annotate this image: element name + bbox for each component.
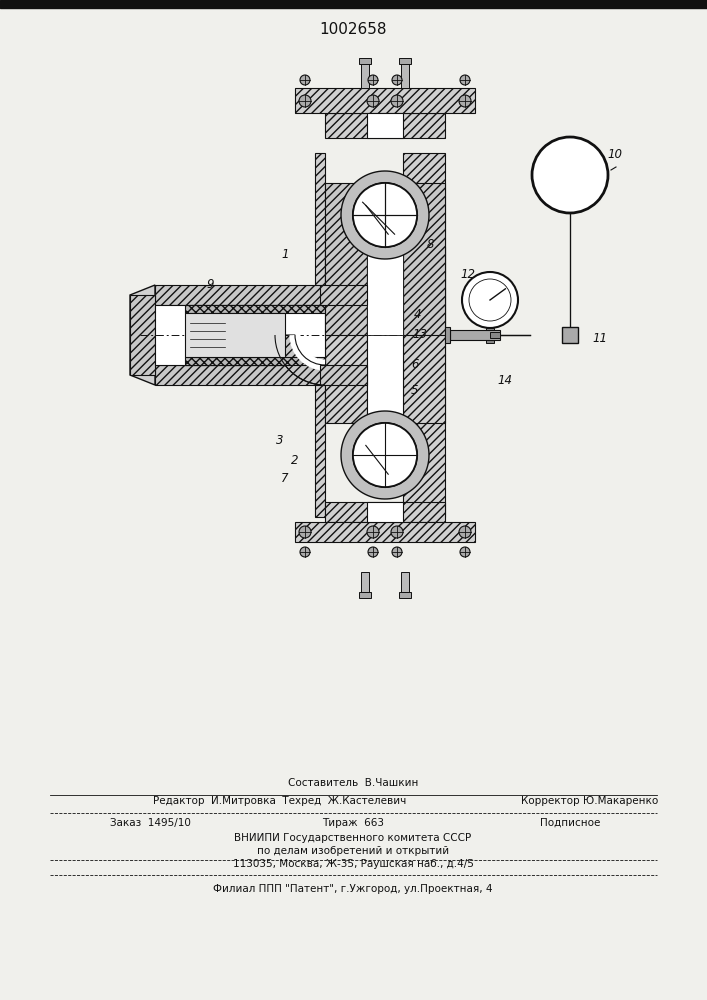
Bar bbox=[361, 572, 369, 592]
Text: 14: 14 bbox=[498, 373, 513, 386]
Bar bbox=[562, 327, 578, 343]
Circle shape bbox=[367, 95, 379, 107]
Bar bbox=[367, 113, 403, 138]
Bar bbox=[155, 305, 325, 365]
Bar bbox=[359, 592, 371, 598]
Bar bbox=[0, 0, 707, 8]
Bar bbox=[320, 365, 367, 385]
Text: Корректор Ю.Макаренко: Корректор Ю.Макаренко bbox=[521, 796, 659, 806]
Bar bbox=[185, 313, 285, 357]
Bar bbox=[367, 247, 403, 423]
Text: 113035, Москва, Ж-35, Раушская наб., д.4/5: 113035, Москва, Ж-35, Раушская наб., д.4… bbox=[233, 859, 474, 869]
Circle shape bbox=[299, 526, 311, 538]
Bar bbox=[155, 365, 325, 385]
Text: Заказ  1495/10: Заказ 1495/10 bbox=[110, 818, 190, 828]
Bar bbox=[450, 330, 500, 340]
Circle shape bbox=[353, 423, 417, 487]
Bar bbox=[325, 183, 367, 335]
Circle shape bbox=[460, 547, 470, 557]
Circle shape bbox=[299, 95, 311, 107]
Text: Составитель  В.Чашкин: Составитель В.Чашкин bbox=[288, 778, 418, 788]
Bar bbox=[445, 327, 450, 343]
Circle shape bbox=[300, 547, 310, 557]
Polygon shape bbox=[130, 285, 155, 385]
Circle shape bbox=[462, 272, 518, 328]
Text: 2: 2 bbox=[291, 454, 299, 466]
Text: Подписное: Подписное bbox=[540, 818, 600, 828]
Circle shape bbox=[392, 75, 402, 85]
Circle shape bbox=[300, 75, 310, 85]
Bar bbox=[490, 332, 500, 338]
Text: ВНИИПИ Государственного комитета СССР: ВНИИПИ Государственного комитета СССР bbox=[235, 833, 472, 843]
Bar bbox=[403, 247, 445, 423]
Bar bbox=[367, 183, 403, 335]
Bar bbox=[359, 58, 371, 64]
Text: Филиал ППП "Патент", г.Ужгород, ул.Проектная, 4: Филиал ППП "Патент", г.Ужгород, ул.Проек… bbox=[214, 884, 493, 894]
Text: 5: 5 bbox=[411, 383, 419, 396]
Text: 8: 8 bbox=[426, 238, 434, 251]
Circle shape bbox=[368, 547, 378, 557]
Bar bbox=[130, 295, 155, 375]
Circle shape bbox=[459, 95, 471, 107]
Text: 1002658: 1002658 bbox=[320, 22, 387, 37]
Circle shape bbox=[353, 423, 417, 487]
Bar bbox=[367, 502, 403, 522]
Text: Тираж  663: Тираж 663 bbox=[322, 818, 384, 828]
Bar bbox=[320, 285, 367, 305]
Text: 3: 3 bbox=[276, 434, 284, 446]
Bar bbox=[401, 63, 409, 88]
Bar bbox=[403, 183, 445, 335]
Text: 13: 13 bbox=[412, 328, 428, 342]
Text: 6: 6 bbox=[411, 359, 419, 371]
Bar bbox=[315, 153, 325, 517]
Circle shape bbox=[353, 183, 417, 247]
Circle shape bbox=[353, 183, 417, 247]
Circle shape bbox=[367, 526, 379, 538]
Text: 11: 11 bbox=[592, 332, 607, 344]
Circle shape bbox=[391, 526, 403, 538]
Circle shape bbox=[460, 75, 470, 85]
Circle shape bbox=[391, 95, 403, 107]
Text: 9: 9 bbox=[206, 278, 214, 292]
Bar bbox=[155, 285, 325, 305]
Bar bbox=[185, 357, 325, 365]
Polygon shape bbox=[275, 335, 325, 385]
Circle shape bbox=[368, 75, 378, 85]
Text: 1: 1 bbox=[281, 248, 288, 261]
Text: 7: 7 bbox=[281, 472, 288, 485]
Text: 12: 12 bbox=[460, 268, 476, 282]
Bar bbox=[361, 63, 369, 88]
Circle shape bbox=[532, 137, 608, 213]
Bar bbox=[486, 328, 494, 343]
Bar bbox=[185, 305, 325, 313]
Bar bbox=[325, 113, 445, 138]
Text: по делам изобретений и открытий: по делам изобретений и открытий bbox=[257, 846, 449, 856]
Bar bbox=[403, 153, 445, 517]
Bar bbox=[325, 247, 367, 423]
Text: 4: 4 bbox=[414, 308, 422, 322]
Bar bbox=[401, 572, 409, 592]
Bar bbox=[295, 88, 475, 113]
Polygon shape bbox=[341, 171, 429, 259]
Bar bbox=[295, 522, 475, 542]
Bar bbox=[325, 502, 445, 522]
Bar bbox=[399, 58, 411, 64]
Polygon shape bbox=[341, 411, 429, 499]
Text: Редактор  И.Митровка  Техред  Ж.Кастелевич: Редактор И.Митровка Техред Ж.Кастелевич bbox=[153, 796, 407, 806]
Bar bbox=[399, 592, 411, 598]
Text: 10: 10 bbox=[607, 148, 622, 161]
Circle shape bbox=[459, 526, 471, 538]
Circle shape bbox=[392, 547, 402, 557]
